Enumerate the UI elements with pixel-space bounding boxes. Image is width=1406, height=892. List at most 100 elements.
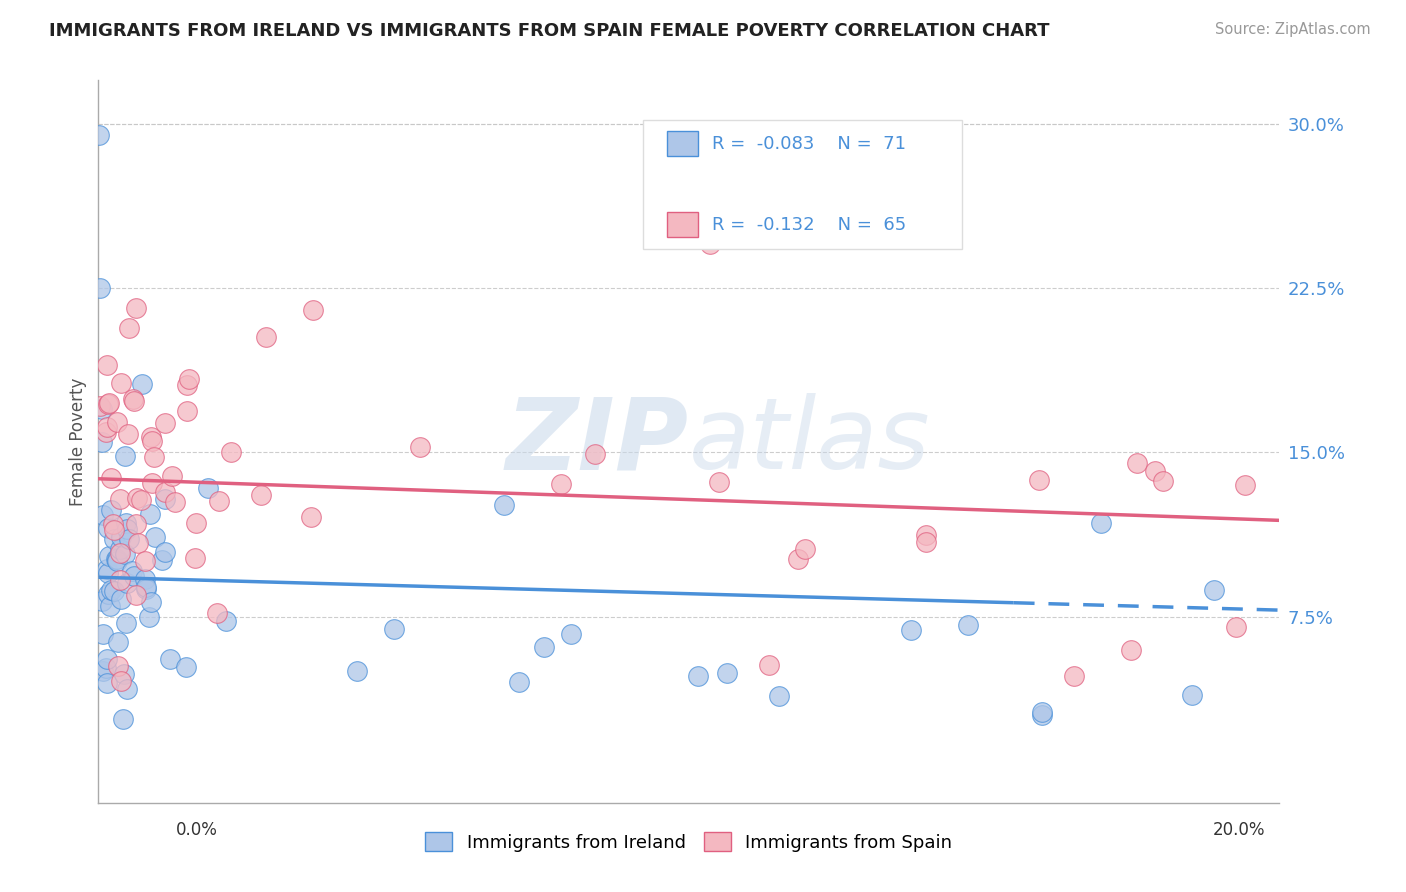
Point [914,527,936,541]
Point [122,394,145,409]
Point [90,434,112,449]
Point [90,401,112,416]
Point [114,449,136,463]
Point [768,689,790,703]
Point [957,617,980,632]
Point [100,470,122,484]
Point [97,587,120,601]
Point [112,712,135,726]
Point [125,516,148,531]
Point [96,652,118,666]
Point [131,377,153,392]
Point [89,128,111,142]
Point [138,610,160,624]
Point [150,553,173,567]
Point [1204,582,1226,597]
Text: atlas: atlas [689,393,931,490]
Point [117,576,139,591]
Point [560,627,582,641]
Point [96,358,118,372]
Point [508,675,530,690]
Point [409,440,432,454]
Point [94,425,117,439]
Point [91,664,114,678]
Point [793,541,815,556]
Point [103,532,125,546]
Point [125,588,148,602]
Point [197,481,219,495]
Point [108,573,131,587]
Point [492,499,515,513]
Point [550,476,572,491]
Point [533,640,555,654]
Point [1181,688,1204,702]
Point [160,469,183,483]
Point [118,533,141,547]
Point [688,669,710,683]
Point [105,552,128,566]
Point [107,659,129,673]
Point [115,522,138,536]
Point [96,420,118,434]
Point [134,554,156,568]
Point [699,237,721,252]
Point [1225,620,1247,634]
Point [91,594,114,608]
Text: R =  -0.132    N =  65: R = -0.132 N = 65 [711,216,905,234]
Point [114,547,136,561]
Legend: Immigrants from Ireland, Immigrants from Spain: Immigrants from Ireland, Immigrants from… [418,825,960,859]
Point [1028,473,1050,487]
Point [1121,642,1143,657]
Point [103,583,125,598]
Point [121,564,143,578]
Point [89,400,111,414]
Point [176,378,198,392]
Point [219,444,242,458]
Y-axis label: Female Poverty: Female Poverty [69,377,87,506]
Point [254,329,277,343]
Point [98,396,121,410]
Point [110,591,132,606]
Point [122,392,145,406]
Point [214,614,236,628]
Point [139,430,162,444]
Point [110,376,132,390]
Point [96,675,118,690]
Point [105,554,128,568]
Text: Source: ZipAtlas.com: Source: ZipAtlas.com [1215,22,1371,37]
Point [98,599,121,614]
Point [153,491,176,506]
Point [100,503,122,517]
Point [143,530,166,544]
Point [302,303,325,318]
Point [716,665,738,680]
Point [135,582,157,596]
Point [96,562,118,576]
Point [97,566,120,580]
Point [208,494,231,508]
Point [129,492,152,507]
Point [115,516,138,531]
Point [112,667,135,681]
Point [583,447,606,461]
Point [122,569,145,583]
Point [103,523,125,537]
Point [1031,705,1053,719]
Point [118,320,141,334]
Point [1090,516,1112,530]
Point [108,546,131,560]
Text: IMMIGRANTS FROM IRELAND VS IMMIGRANTS FROM SPAIN FEMALE POVERTY CORRELATION CHAR: IMMIGRANTS FROM IRELAND VS IMMIGRANTS FR… [49,22,1050,40]
Point [1143,464,1166,478]
Point [105,551,128,566]
Point [159,652,181,666]
Point [176,403,198,417]
Point [184,516,207,530]
Point [115,682,138,697]
Point [107,635,129,649]
Text: 0.0%: 0.0% [176,821,218,838]
Point [758,658,780,673]
Point [174,660,197,674]
Point [117,426,139,441]
Text: R =  -0.083    N =  71: R = -0.083 N = 71 [711,135,905,153]
Point [382,623,405,637]
